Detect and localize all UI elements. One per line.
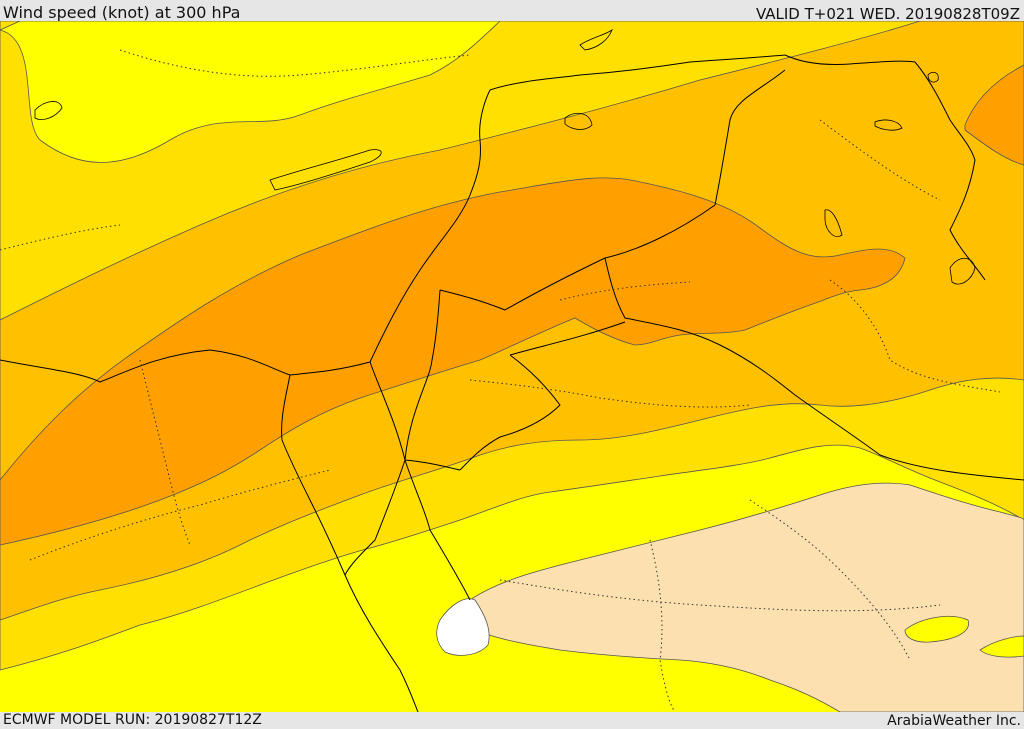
- wind-speed-map[interactable]: [0, 21, 1024, 712]
- band-lowest-pocket-2: [979, 635, 1024, 658]
- credit: ArabiaWeather Inc.: [887, 713, 1021, 729]
- map-title: Wind speed (knot) at 300 hPa: [3, 3, 241, 22]
- islands: [34, 28, 976, 285]
- internal-boundaries: [0, 49, 1001, 712]
- band-high: [0, 177, 906, 546]
- model-run: ECMWF MODEL RUN: 20190827T12Z: [3, 712, 262, 728]
- valid-time: VALID T+021 WED. 20190828T09Z: [755, 5, 1020, 23]
- map-canvas: [0, 21, 1024, 712]
- band-very-low: [469, 482, 1024, 712]
- band-calm: [436, 598, 490, 656]
- band-high-ne: [964, 64, 1024, 166]
- borders: [0, 54, 1024, 712]
- map-footer: ECMWF MODEL RUN: 20190827T12Z ArabiaWeat…: [0, 712, 1024, 729]
- map-header: Wind speed (knot) at 300 hPa VALID T+021…: [0, 0, 1024, 23]
- band-lowest-pocket: [904, 615, 969, 643]
